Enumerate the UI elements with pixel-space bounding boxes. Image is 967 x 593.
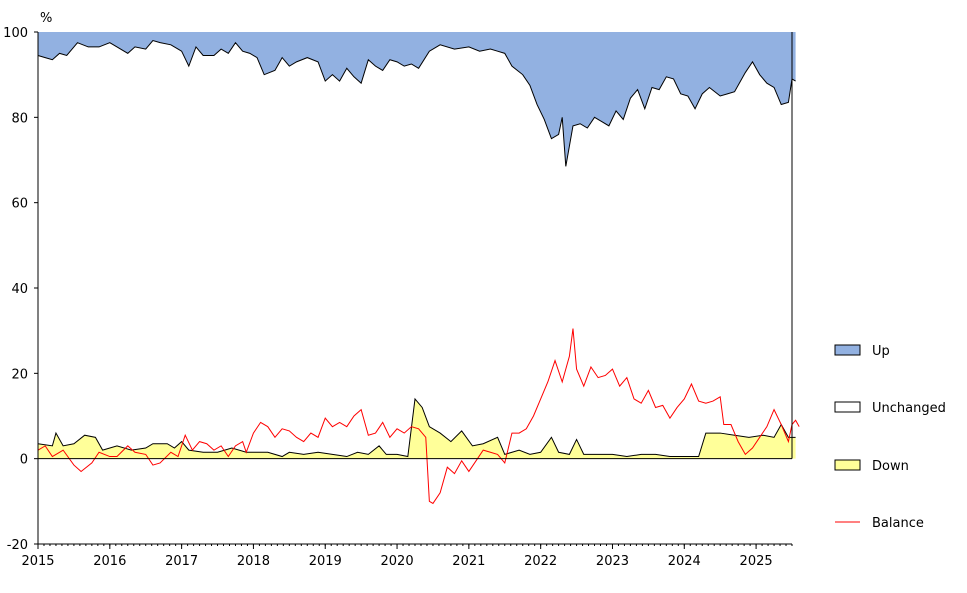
x-tick-label: 2023: [596, 554, 629, 569]
up-boundary-line: [37, 39, 796, 167]
up-area: [38, 32, 796, 167]
y-axis-unit-label: %: [40, 11, 52, 26]
legend-swatch-up: [834, 344, 861, 356]
chart-lines: [37, 39, 800, 505]
legend-label-unchanged: Unchanged: [872, 401, 946, 416]
x-tick-label: 2022: [524, 554, 557, 569]
x-tick-label: 2025: [740, 554, 773, 569]
x-tick-label: 2019: [309, 554, 342, 569]
legend-swatch-unchanged: [834, 401, 861, 413]
y-tick-label: 0: [20, 453, 28, 468]
unchanged-area: [38, 32, 792, 459]
legend: Up Unchanged Down Balance: [834, 344, 946, 531]
legend-swatch-down: [834, 459, 861, 471]
y-tick-label: 80: [11, 111, 28, 126]
y-axis-ticks: 100 80 60 40 20 0 -20: [3, 26, 38, 553]
y-tick-label: 100: [3, 26, 28, 41]
y-tick-label: 20: [11, 367, 28, 382]
x-axis-ticks: 2015 2016 2017 2018 2019 2020 2021 2022 2023 2024…: [21, 544, 793, 569]
legend-label-down: Down: [872, 459, 909, 474]
legend-label-balance: Balance: [872, 516, 924, 531]
legend-label-up: Up: [872, 344, 890, 359]
balance-line: [37, 328, 800, 505]
x-tick-label: 2024: [668, 554, 701, 569]
x-tick-label: 2021: [452, 554, 485, 569]
chart-areas: [38, 32, 796, 459]
x-tick-label: 2015: [21, 554, 54, 569]
x-tick-label: 2020: [381, 554, 414, 569]
down-boundary-line: [37, 397, 796, 458]
down-area: [38, 398, 796, 459]
y-tick-label: 40: [11, 282, 28, 297]
x-tick-label: 2017: [165, 554, 198, 569]
x-tick-label: 2016: [93, 554, 126, 569]
x-tick-label: 2018: [237, 554, 270, 569]
y-tick-label: 60: [11, 197, 28, 212]
y-tick-label: -20: [7, 538, 28, 553]
